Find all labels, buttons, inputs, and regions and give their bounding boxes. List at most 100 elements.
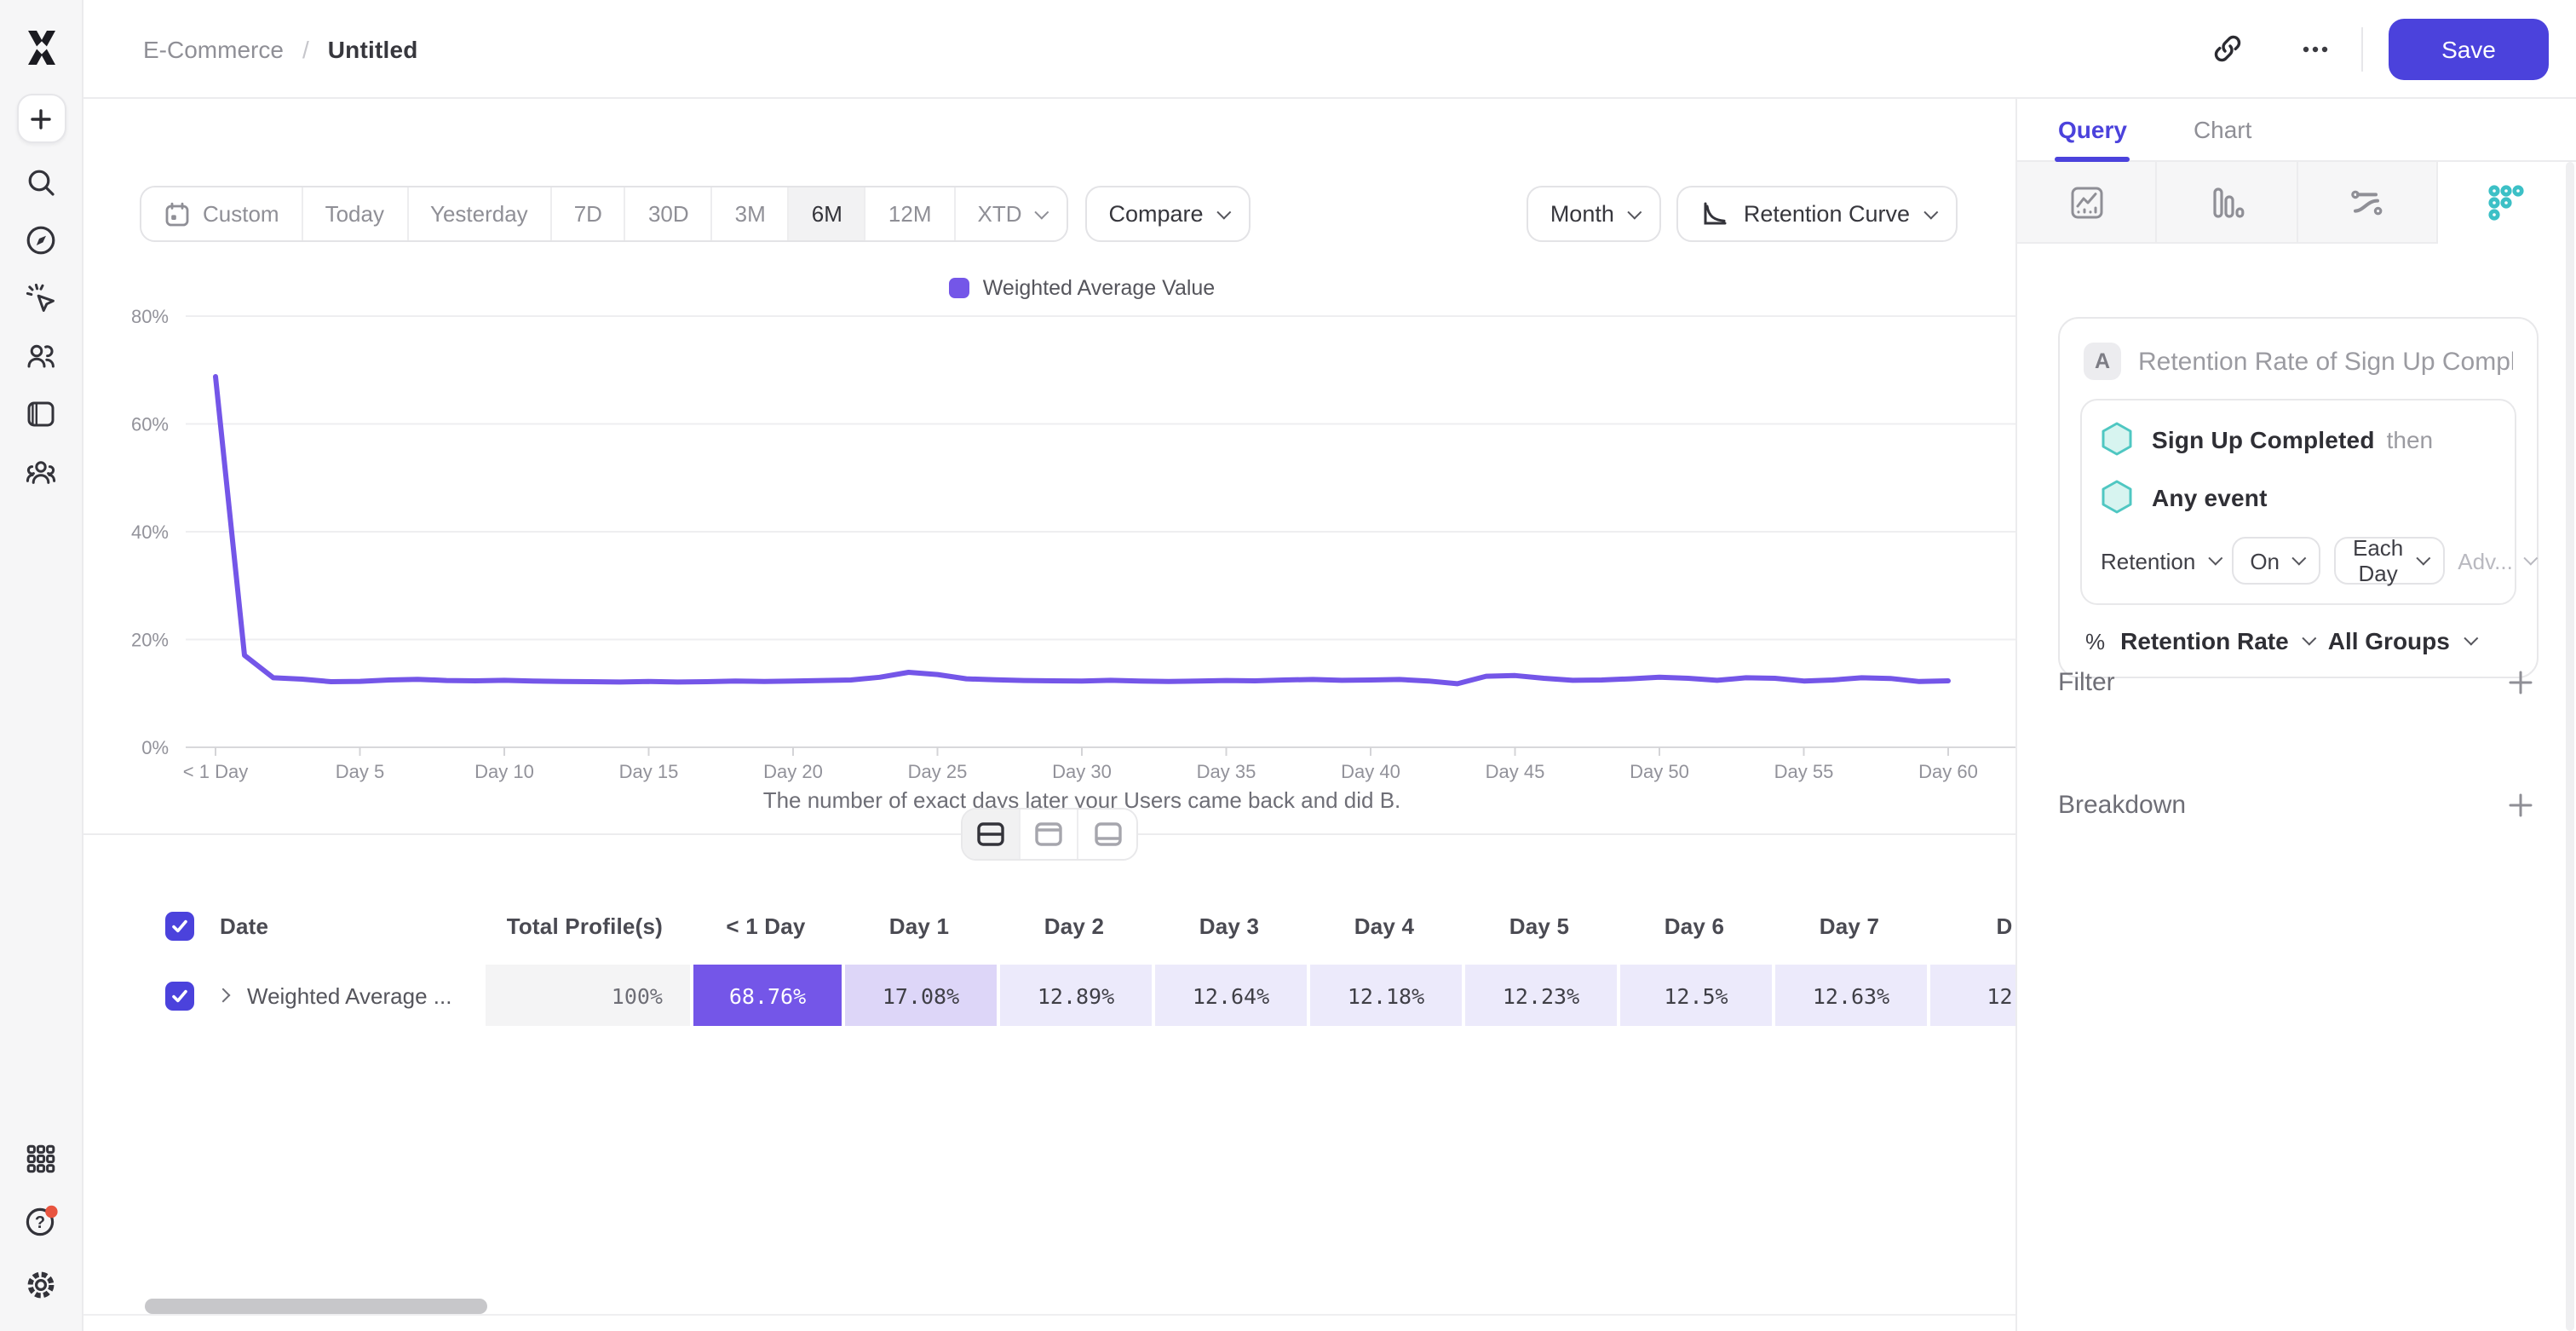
- report-type-flows-icon[interactable]: [2297, 162, 2438, 244]
- column-header-truncated[interactable]: D: [1996, 913, 2013, 938]
- column-header-day-3[interactable]: Day 3: [1199, 913, 1260, 938]
- compare-button[interactable]: Compare: [1084, 186, 1251, 242]
- layout-split-view-icon[interactable]: [963, 810, 1021, 859]
- range-xtd-label: XTD: [977, 201, 1022, 227]
- cell-day-3: 12.64%: [1152, 965, 1307, 1026]
- series-title[interactable]: Retention Rate of Sign Up Compl...: [2138, 347, 2513, 376]
- chart-legend: Weighted Average Value: [148, 276, 2015, 300]
- breadcrumb-page-title[interactable]: Untitled: [327, 35, 418, 62]
- events-cursor-click-icon[interactable]: [12, 269, 70, 327]
- on-dropdown[interactable]: On: [2231, 537, 2320, 585]
- percent-symbol: %: [2085, 628, 2106, 654]
- notification-dot: [45, 1205, 58, 1219]
- column-header-day-4[interactable]: Day 4: [1354, 913, 1415, 938]
- retention-type-dropdown[interactable]: Retention: [2101, 548, 2222, 573]
- row-expander-chevron-icon[interactable]: [210, 982, 237, 1009]
- apps-grid-icon[interactable]: [12, 1130, 70, 1188]
- save-button[interactable]: Save: [2389, 18, 2549, 79]
- range-3m[interactable]: 3M: [712, 187, 790, 240]
- row-label[interactable]: Weighted Average ...: [247, 982, 452, 1008]
- each-day-dropdown[interactable]: Each Day: [2334, 535, 2445, 586]
- chevron-down-icon: [2415, 550, 2430, 566]
- row-checkbox[interactable]: [165, 981, 194, 1010]
- breakdown-table: Date Total Profile(s) < 1 Day Day 1 Day …: [83, 893, 2015, 1026]
- layout-chart-only-icon[interactable]: [1021, 810, 1078, 859]
- chevron-down-icon: [2207, 550, 2222, 566]
- range-6m-selected[interactable]: 6M: [789, 187, 866, 240]
- series-letter-badge: A: [2084, 343, 2121, 380]
- column-header-lt-1-day[interactable]: < 1 Day: [726, 913, 806, 938]
- column-header-total-profiles[interactable]: Total Profile(s): [506, 913, 663, 938]
- copy-link-icon[interactable]: [2201, 23, 2252, 74]
- range-30d[interactable]: 30D: [625, 187, 713, 240]
- event-b-row[interactable]: Any event: [2101, 479, 2496, 515]
- measure-label: Retention Rate: [2120, 627, 2289, 654]
- search-icon[interactable]: [12, 153, 70, 211]
- chart-type-dropdown[interactable]: Retention Curve: [1676, 186, 1958, 242]
- measure-row: % Retention Rate All Groups: [2080, 627, 2516, 654]
- cohorts-group-icon[interactable]: [12, 443, 70, 501]
- report-type-retention-icon[interactable]: [2437, 162, 2576, 244]
- tab-chart[interactable]: Chart: [2193, 116, 2252, 143]
- column-header-day-1[interactable]: Day 1: [888, 913, 950, 938]
- left-nav: ?: [0, 0, 83, 1331]
- breadcrumb-project[interactable]: E-Commerce: [143, 35, 284, 62]
- cell-day-5: 12.23%: [1462, 965, 1617, 1026]
- svg-text:Day 25: Day 25: [908, 761, 968, 782]
- on-label: On: [2250, 548, 2280, 573]
- help-icon[interactable]: ?: [12, 1193, 70, 1251]
- column-header-day-2[interactable]: Day 2: [1044, 913, 1105, 938]
- range-today[interactable]: Today: [302, 187, 408, 240]
- chart-type-label: Retention Curve: [1743, 201, 1910, 227]
- svg-text:Day 30: Day 30: [1052, 761, 1112, 782]
- svg-text:Day 15: Day 15: [619, 761, 679, 782]
- range-12m[interactable]: 12M: [865, 187, 956, 240]
- legend-item-weighted-average[interactable]: Weighted Average Value: [948, 276, 1215, 300]
- range-7d[interactable]: 7D: [551, 187, 626, 240]
- retention-curve-chart: 0% 20% 40% 60% 80% < 1 Day Day 5 Day 10 Day 15 Da…: [131, 306, 2015, 782]
- report-type-funnels-icon[interactable]: [2157, 162, 2297, 244]
- date-range-control: Custom Today Yesterday 7D 30D 3M 6M 12M …: [140, 186, 1068, 242]
- measure-dropdown[interactable]: Retention Rate: [2120, 627, 2318, 654]
- create-button[interactable]: [16, 94, 66, 143]
- mixpanel-logo[interactable]: [19, 26, 63, 70]
- explore-compass-icon[interactable]: [12, 211, 70, 269]
- main-bottom-border: [83, 1314, 2015, 1316]
- range-yesterday[interactable]: Yesterday: [408, 187, 552, 240]
- boards-icon[interactable]: [12, 385, 70, 443]
- svg-text:?: ?: [35, 1213, 45, 1232]
- tab-query[interactable]: Query: [2054, 99, 2131, 162]
- horizontal-scrollbar-thumb[interactable]: [145, 1299, 487, 1314]
- range-custom[interactable]: Custom: [141, 187, 303, 240]
- add-filter-button[interactable]: [2499, 661, 2540, 702]
- add-breakdown-button[interactable]: [2499, 784, 2540, 825]
- retention-controls-row: Retention On Each Day Adv...: [2101, 535, 2539, 586]
- cell-day-6: 12.5%: [1617, 965, 1772, 1026]
- legend-swatch: [948, 278, 969, 298]
- svg-text:Day 20: Day 20: [763, 761, 823, 782]
- retention-type-label: Retention: [2101, 548, 2196, 573]
- column-header-day-7[interactable]: Day 7: [1819, 913, 1880, 938]
- report-main: Custom Today Yesterday 7D 30D 3M 6M 12M …: [83, 99, 2015, 1331]
- panel-scrollbar[interactable]: [2566, 162, 2574, 1331]
- cell-total-profiles: 100%: [486, 965, 690, 1026]
- settings-gear-icon[interactable]: [12, 1256, 70, 1314]
- advanced-dropdown[interactable]: Adv...: [2458, 548, 2539, 573]
- column-header-day-5[interactable]: Day 5: [1509, 913, 1570, 938]
- event-a-row[interactable]: Sign Up Completed then: [2101, 421, 2496, 457]
- column-header-date[interactable]: Date: [220, 913, 269, 938]
- more-options-icon[interactable]: [2290, 23, 2341, 74]
- granularity-dropdown[interactable]: Month: [1526, 186, 1662, 242]
- users-icon[interactable]: [12, 327, 70, 385]
- filter-section: Filter: [2058, 661, 2540, 702]
- layout-table-only-icon[interactable]: [1078, 810, 1136, 859]
- cell-day-1: 17.08%: [842, 965, 997, 1026]
- select-all-checkbox[interactable]: [165, 911, 194, 940]
- report-type-insights-icon[interactable]: [2017, 162, 2158, 244]
- range-xtd[interactable]: XTD: [955, 187, 1067, 240]
- svg-text:20%: 20%: [131, 630, 169, 651]
- groups-dropdown[interactable]: All Groups: [2328, 627, 2479, 654]
- divider: [2361, 26, 2363, 71]
- column-header-day-6[interactable]: Day 6: [1664, 913, 1725, 938]
